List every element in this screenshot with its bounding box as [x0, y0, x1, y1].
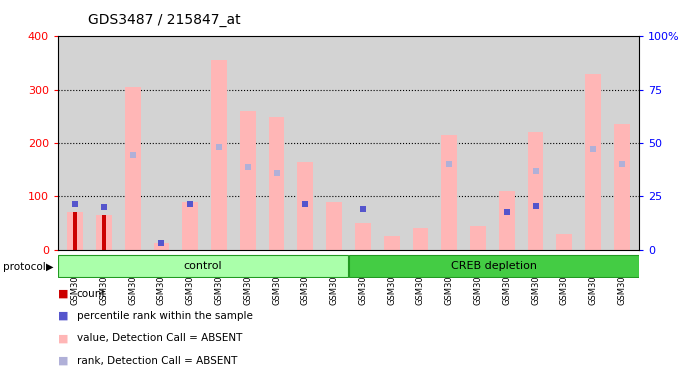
Bar — [67, 212, 83, 250]
Bar — [269, 118, 284, 250]
Bar — [154, 243, 169, 250]
Bar — [441, 135, 457, 250]
Bar — [413, 228, 428, 250]
Bar — [240, 111, 256, 250]
Bar — [349, 255, 639, 277]
Bar — [384, 236, 400, 250]
Text: ■: ■ — [58, 289, 68, 299]
Text: ■: ■ — [58, 333, 68, 343]
Text: GDS3487 / 215847_at: GDS3487 / 215847_at — [88, 13, 241, 27]
Text: rank, Detection Call = ABSENT: rank, Detection Call = ABSENT — [77, 356, 237, 366]
Bar — [102, 215, 106, 250]
Bar — [470, 226, 486, 250]
Bar — [585, 74, 601, 250]
Bar — [556, 233, 573, 250]
Text: ■: ■ — [58, 356, 68, 366]
Bar — [614, 124, 630, 250]
Text: CREB depletion: CREB depletion — [451, 261, 537, 271]
Text: control: control — [184, 261, 222, 271]
Bar — [58, 255, 348, 277]
Bar — [355, 223, 371, 250]
Text: count: count — [77, 289, 106, 299]
Bar — [182, 202, 198, 250]
Text: ■: ■ — [58, 311, 68, 321]
Bar — [124, 87, 141, 250]
Text: value, Detection Call = ABSENT: value, Detection Call = ABSENT — [77, 333, 242, 343]
Bar — [96, 215, 112, 250]
Bar — [326, 202, 342, 250]
Text: percentile rank within the sample: percentile rank within the sample — [77, 311, 253, 321]
Bar — [73, 212, 78, 250]
Bar — [499, 191, 515, 250]
Text: protocol: protocol — [3, 262, 46, 272]
Text: ▶: ▶ — [46, 262, 54, 272]
Bar — [297, 162, 313, 250]
Bar — [528, 132, 543, 250]
Bar — [211, 60, 227, 250]
